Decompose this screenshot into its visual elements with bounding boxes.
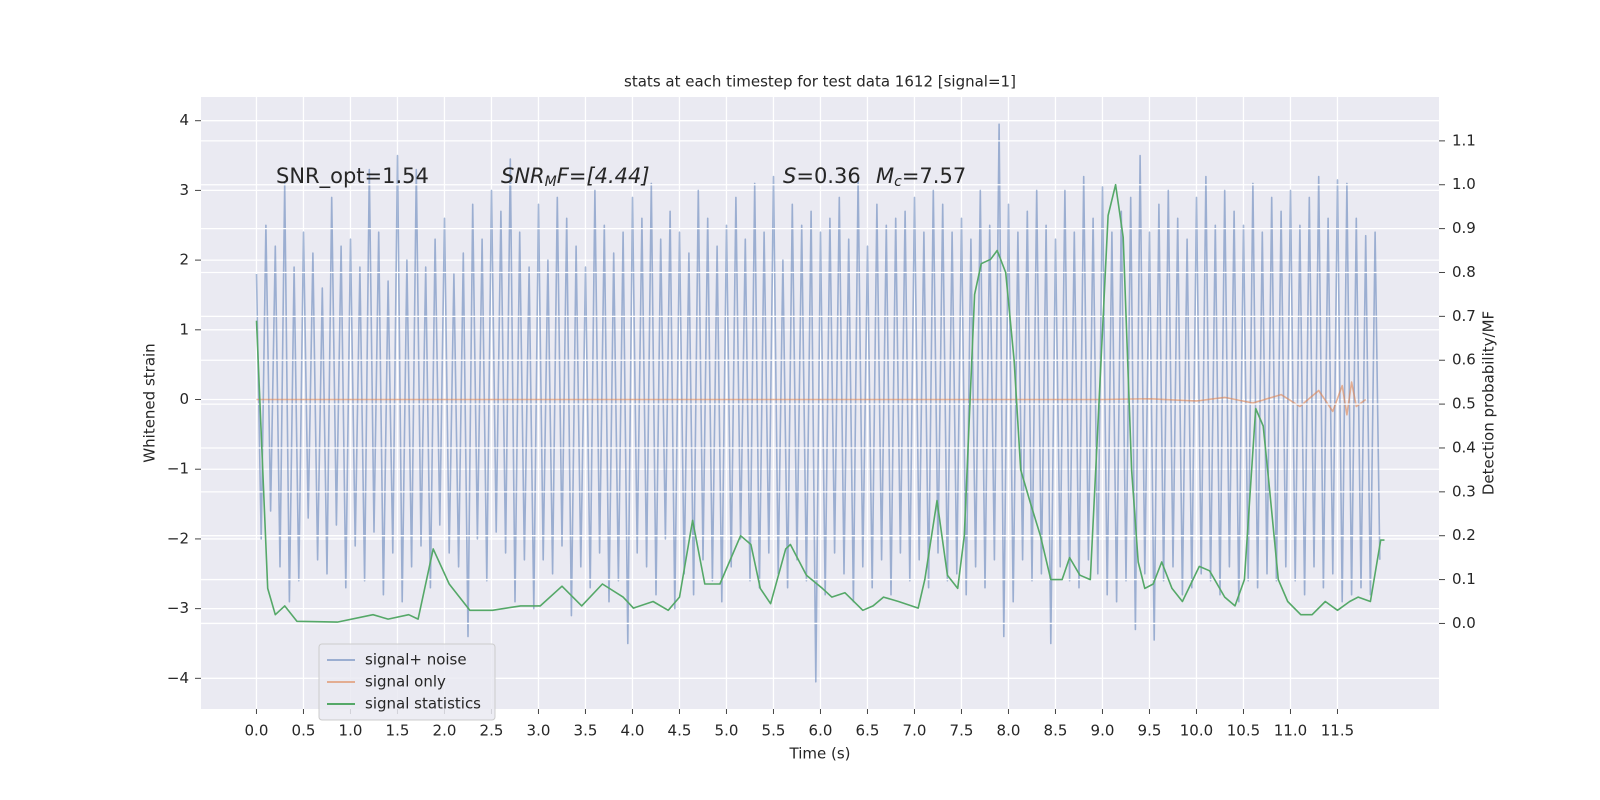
x-tick-label: 4.0 bbox=[621, 722, 645, 740]
annotation-subscript: c bbox=[894, 174, 902, 190]
y-tick-label: 1 bbox=[179, 320, 189, 338]
y2-tick-label: 0.6 bbox=[1452, 351, 1476, 369]
y2-tick-label: 0.5 bbox=[1452, 395, 1476, 413]
y2-tick-label: 0.4 bbox=[1452, 438, 1476, 456]
y2-axis-label: Detection probability/MF bbox=[1480, 311, 1498, 495]
x-tick-label: 9.0 bbox=[1091, 722, 1115, 740]
x-tick-label: 11.5 bbox=[1321, 722, 1354, 740]
legend: signal+ noise signal only signal statistic… bbox=[318, 643, 496, 721]
x-tick-label: 7.0 bbox=[903, 722, 927, 740]
x-tick-label: 5.5 bbox=[762, 722, 786, 740]
x-tick-label: 10.0 bbox=[1180, 722, 1213, 740]
x-tick-label: 10.5 bbox=[1227, 722, 1260, 740]
chart-title: stats at each timestep for test data 161… bbox=[624, 73, 1016, 91]
annotation: Mc=7.57 bbox=[876, 164, 966, 190]
legend-label: signal only bbox=[365, 673, 446, 691]
series-line bbox=[255, 123, 1381, 683]
x-tick-label: 3.5 bbox=[574, 722, 598, 740]
x-tick-label: 9.5 bbox=[1138, 722, 1162, 740]
x-axis-label: Time (s) bbox=[789, 745, 851, 763]
legend-label: signal statistics bbox=[365, 695, 481, 713]
y2-tick-label: 0.3 bbox=[1452, 482, 1476, 500]
annotation-text: S bbox=[783, 164, 796, 188]
y2-tick-label: 1.0 bbox=[1452, 175, 1476, 193]
x-tick-label: 1.5 bbox=[386, 722, 410, 740]
y2-tick-label: 1.1 bbox=[1452, 131, 1476, 149]
x-tick-label: 8.5 bbox=[1044, 722, 1068, 740]
y-tick-label: 2 bbox=[179, 251, 189, 269]
y-tick-label: −4 bbox=[167, 669, 189, 687]
x-tick-label: 3.0 bbox=[527, 722, 551, 740]
x-tick-label: 6.5 bbox=[856, 722, 880, 740]
x-tick-label: 8.0 bbox=[997, 722, 1021, 740]
annotation: SNRMF=[4.44] bbox=[501, 164, 650, 190]
y-tick-label: −3 bbox=[167, 599, 189, 617]
annotation-text: SNR_opt=1.54 bbox=[276, 164, 429, 189]
x-tick-label: 0.0 bbox=[245, 722, 269, 740]
x-tick-label: 11.0 bbox=[1274, 722, 1307, 740]
x-tick-label: 1.0 bbox=[339, 722, 363, 740]
y-tick-label: 3 bbox=[179, 181, 189, 199]
y-tick-label: −2 bbox=[167, 529, 189, 547]
annotation-text: SNR bbox=[501, 164, 545, 188]
y-axis-label: Whitened strain bbox=[141, 343, 159, 462]
y-tick-label: 0 bbox=[179, 390, 189, 408]
x-tick-label: 0.5 bbox=[292, 722, 316, 740]
x-tick-label: 7.5 bbox=[950, 722, 974, 740]
series-line bbox=[256, 381, 1367, 416]
annotation-text: =0.36 bbox=[796, 164, 860, 188]
y2-tick-label: 0.8 bbox=[1452, 263, 1476, 281]
x-tick-label: 2.0 bbox=[433, 722, 457, 740]
x-tick-label: 4.5 bbox=[668, 722, 692, 740]
y2-tick-label: 0.2 bbox=[1452, 526, 1476, 544]
y-tick-label: −1 bbox=[167, 460, 189, 478]
x-tick-label: 6.0 bbox=[809, 722, 833, 740]
annotation: SNR_opt=1.54 bbox=[276, 164, 429, 189]
legend-label: signal+ noise bbox=[365, 651, 467, 669]
y2-tick-label: 0.9 bbox=[1452, 219, 1476, 237]
annotation: S=0.36 bbox=[783, 164, 861, 188]
annotation-text: M bbox=[876, 164, 894, 188]
y2-tick-label: 0.7 bbox=[1452, 307, 1476, 325]
annotations: SNR_opt=1.54 SNRMF=[4.44] S=0.36 Mc=7.57 bbox=[276, 164, 966, 190]
x-tick-label: 2.5 bbox=[480, 722, 504, 740]
annotation-text: F=[4.44] bbox=[557, 164, 650, 188]
y2-tick-label: 0.1 bbox=[1452, 570, 1476, 588]
plot-layer bbox=[201, 97, 1439, 709]
series-line bbox=[255, 183, 1385, 623]
y2-tick-label: 0.0 bbox=[1452, 614, 1476, 632]
annotation-text: =7.57 bbox=[902, 164, 966, 188]
annotation-subscript: M bbox=[545, 174, 557, 190]
y-tick-label: 4 bbox=[179, 111, 189, 129]
x-tick-label: 5.0 bbox=[715, 722, 739, 740]
legend-box bbox=[318, 643, 496, 721]
